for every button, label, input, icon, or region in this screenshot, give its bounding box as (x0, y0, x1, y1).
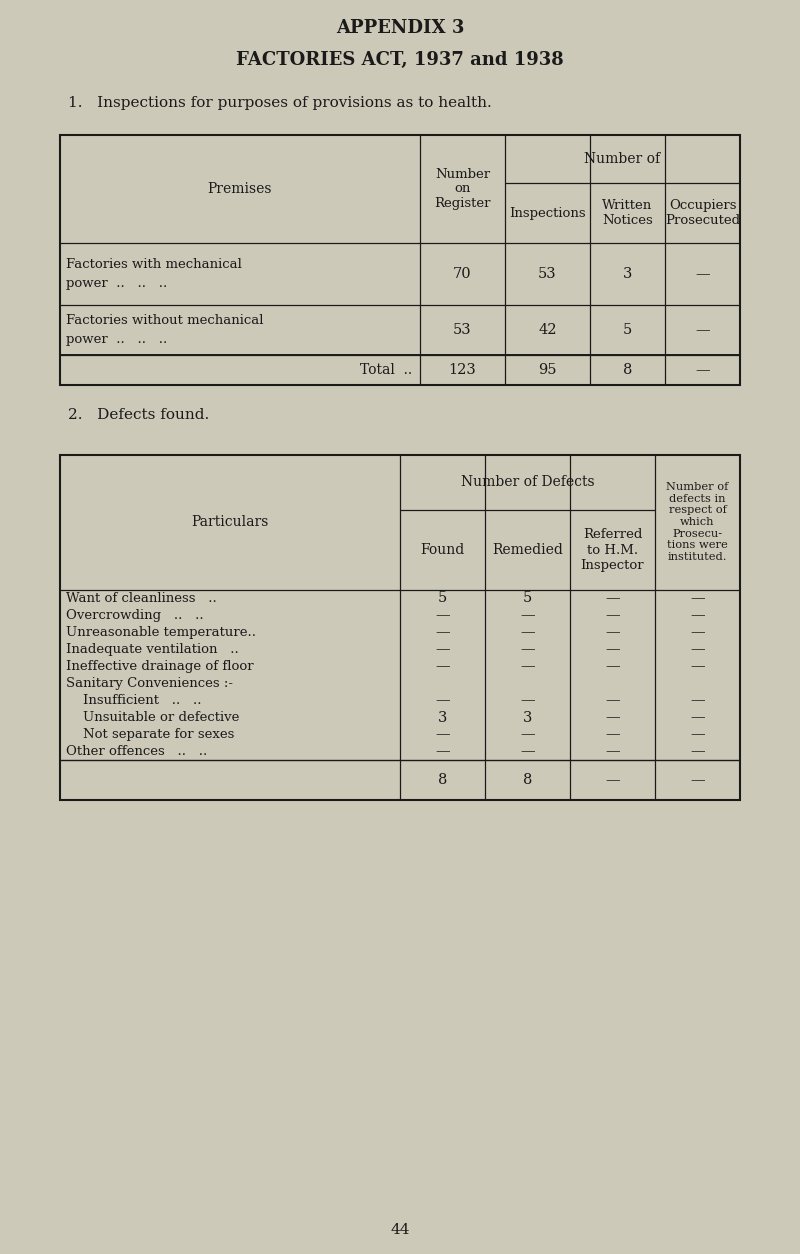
Text: 8: 8 (523, 772, 532, 788)
Text: —: — (520, 745, 535, 759)
Text: APPENDIX 3: APPENDIX 3 (336, 19, 464, 38)
Text: —: — (690, 727, 705, 741)
Text: 5: 5 (623, 324, 632, 337)
Text: Written
Notices: Written Notices (602, 199, 653, 227)
Text: 2.   Defects found.: 2. Defects found. (68, 408, 210, 423)
Text: —: — (435, 745, 450, 759)
Text: —: — (690, 626, 705, 640)
Text: —: — (435, 660, 450, 673)
Text: —: — (605, 592, 620, 606)
Text: —: — (695, 267, 710, 281)
Text: 53: 53 (453, 324, 472, 337)
Text: Inspections: Inspections (509, 207, 586, 219)
Text: power  ..   ..   ..: power .. .. .. (66, 334, 167, 346)
Text: Number of: Number of (585, 152, 661, 166)
Text: —: — (435, 727, 450, 741)
Text: —: — (520, 727, 535, 741)
Text: —: — (520, 660, 535, 673)
Text: power  ..   ..   ..: power .. .. .. (66, 277, 167, 291)
Text: Want of cleanliness   ..: Want of cleanliness .. (66, 592, 217, 604)
Text: Occupiers
Prosecuted: Occupiers Prosecuted (665, 199, 740, 227)
Text: —: — (690, 642, 705, 657)
Text: 5: 5 (438, 592, 447, 606)
Text: Inadequate ventilation   ..: Inadequate ventilation .. (66, 643, 238, 656)
Text: Particulars: Particulars (191, 515, 269, 529)
Text: —: — (605, 711, 620, 725)
Text: Insufficient   ..   ..: Insufficient .. .. (66, 693, 202, 707)
Text: Number
on
Register: Number on Register (434, 168, 490, 211)
Text: Other offences   ..   ..: Other offences .. .. (66, 745, 207, 757)
Text: 53: 53 (538, 267, 557, 281)
Text: Found: Found (420, 543, 465, 557)
Text: Not separate for sexes: Not separate for sexes (66, 729, 234, 741)
Text: —: — (605, 660, 620, 673)
Text: 3: 3 (623, 267, 632, 281)
Text: —: — (520, 693, 535, 707)
Text: 95: 95 (538, 362, 557, 377)
Text: —: — (435, 626, 450, 640)
Text: —: — (435, 608, 450, 622)
Text: Unsuitable or defective: Unsuitable or defective (66, 711, 239, 724)
Text: 3: 3 (438, 711, 447, 725)
Text: Number of Defects: Number of Defects (461, 475, 594, 489)
Text: —: — (520, 608, 535, 622)
Text: 8: 8 (438, 772, 447, 788)
Text: 70: 70 (453, 267, 472, 281)
Text: —: — (435, 642, 450, 657)
Text: —: — (435, 693, 450, 707)
Text: —: — (520, 642, 535, 657)
Text: —: — (690, 592, 705, 606)
Text: —: — (690, 608, 705, 622)
Text: —: — (605, 772, 620, 788)
Text: —: — (695, 324, 710, 337)
Text: Remedied: Remedied (492, 543, 563, 557)
Text: —: — (690, 711, 705, 725)
Bar (60, 455, 740, 800)
Text: Ineffective drainage of floor: Ineffective drainage of floor (66, 660, 254, 673)
Text: —: — (695, 362, 710, 377)
Text: —: — (690, 660, 705, 673)
Text: Referred
to H.M.
Inspector: Referred to H.M. Inspector (581, 528, 644, 572)
Text: —: — (690, 745, 705, 759)
Text: 44: 44 (390, 1223, 410, 1236)
Text: 123: 123 (449, 362, 476, 377)
Text: 8: 8 (623, 362, 632, 377)
Text: Factories with mechanical: Factories with mechanical (66, 257, 242, 271)
Text: 5: 5 (523, 592, 532, 606)
Text: Overcrowding   ..   ..: Overcrowding .. .. (66, 609, 204, 622)
Text: Total  ..: Total .. (360, 362, 412, 377)
Bar (60, 135, 740, 385)
Text: —: — (605, 642, 620, 657)
Text: Number of
defects in
respect of
which
Prosecu-
tions were
instituted.: Number of defects in respect of which Pr… (666, 483, 729, 562)
Text: Sanitary Conveniences :-: Sanitary Conveniences :- (66, 677, 233, 690)
Text: —: — (605, 745, 620, 759)
Text: —: — (690, 772, 705, 788)
Text: Premises: Premises (208, 182, 272, 196)
Text: FACTORIES ACT, 1937 and 1938: FACTORIES ACT, 1937 and 1938 (236, 51, 564, 69)
Text: 1.   Inspections for purposes of provisions as to health.: 1. Inspections for purposes of provision… (68, 97, 492, 110)
Text: 42: 42 (538, 324, 557, 337)
Text: Unreasonable temperature..: Unreasonable temperature.. (66, 626, 256, 640)
Text: —: — (605, 727, 620, 741)
Text: Factories without mechanical: Factories without mechanical (66, 314, 263, 326)
Text: —: — (690, 693, 705, 707)
Text: —: — (520, 626, 535, 640)
Text: —: — (605, 626, 620, 640)
Text: —: — (605, 608, 620, 622)
Text: 3: 3 (523, 711, 532, 725)
Text: —: — (605, 693, 620, 707)
